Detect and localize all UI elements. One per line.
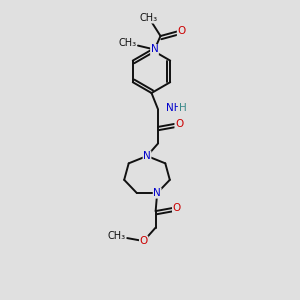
Text: N: N	[153, 188, 161, 198]
Text: H: H	[178, 103, 186, 113]
Text: N: N	[151, 44, 158, 55]
Text: O: O	[172, 203, 181, 213]
Text: CH₃: CH₃	[107, 231, 126, 241]
Text: O: O	[175, 119, 183, 129]
Text: N: N	[143, 151, 151, 161]
Text: CH₃: CH₃	[140, 13, 158, 23]
Text: CH₃: CH₃	[118, 38, 136, 48]
Text: O: O	[140, 236, 148, 246]
Text: O: O	[177, 26, 186, 37]
Text: NH: NH	[166, 103, 181, 113]
